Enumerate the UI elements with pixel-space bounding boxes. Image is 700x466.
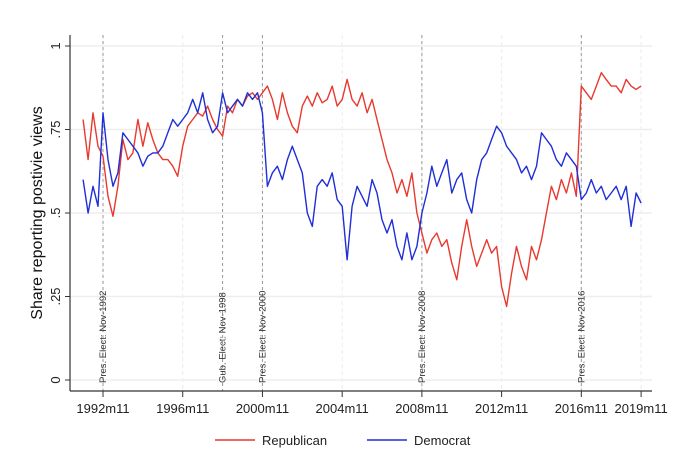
y-tick-label: .75 xyxy=(48,120,63,138)
event-label: Pres. Elect: Nov-1992 xyxy=(98,291,109,383)
event-lines: Pres. Elect: Nov-1992 Gub. Elect: Nov-199… xyxy=(98,35,587,391)
y-tick-label: 0 xyxy=(48,376,63,383)
legend-label-democrat: Democrat xyxy=(414,433,471,448)
event-label: Pres. Elect: Nov-2000 xyxy=(257,291,268,383)
y-tick-label: .25 xyxy=(48,287,63,305)
legend: Republican Democrat xyxy=(215,433,471,448)
x-tick-label: 2012m11 xyxy=(475,401,528,416)
series-line-democrat xyxy=(82,92,642,261)
y-tick-label: .5 xyxy=(48,208,63,219)
series-line-republican xyxy=(82,71,642,308)
x-tick-label: 1992m11 xyxy=(76,401,129,416)
x-tick-label: 2008m11 xyxy=(395,401,448,416)
event-label: Pres. Elect: Nov-2016 xyxy=(576,291,587,383)
x-tick-label: 2004m11 xyxy=(316,401,369,416)
x-tick-label: 2000m11 xyxy=(236,401,289,416)
axes: 0 .25 .5 .75 1 1992m11 1996m11 2000m11 2004m11 20… xyxy=(48,35,668,416)
series-lines xyxy=(82,71,642,308)
legend-label-republican: Republican xyxy=(262,433,327,448)
x-tick-label: 1996m11 xyxy=(156,401,209,416)
x-tick-label: 2016m11 xyxy=(555,401,608,416)
gridlines xyxy=(70,35,652,391)
x-tick-label: 2019m11 xyxy=(614,401,667,416)
y-axis-title: Share reporting postivie views xyxy=(29,106,46,319)
y-tick-label: 1 xyxy=(48,42,63,49)
event-label: Pres. Elect: Nov-2008 xyxy=(417,291,428,383)
event-label: Gub. Elect: Nov-1998 xyxy=(218,292,229,383)
